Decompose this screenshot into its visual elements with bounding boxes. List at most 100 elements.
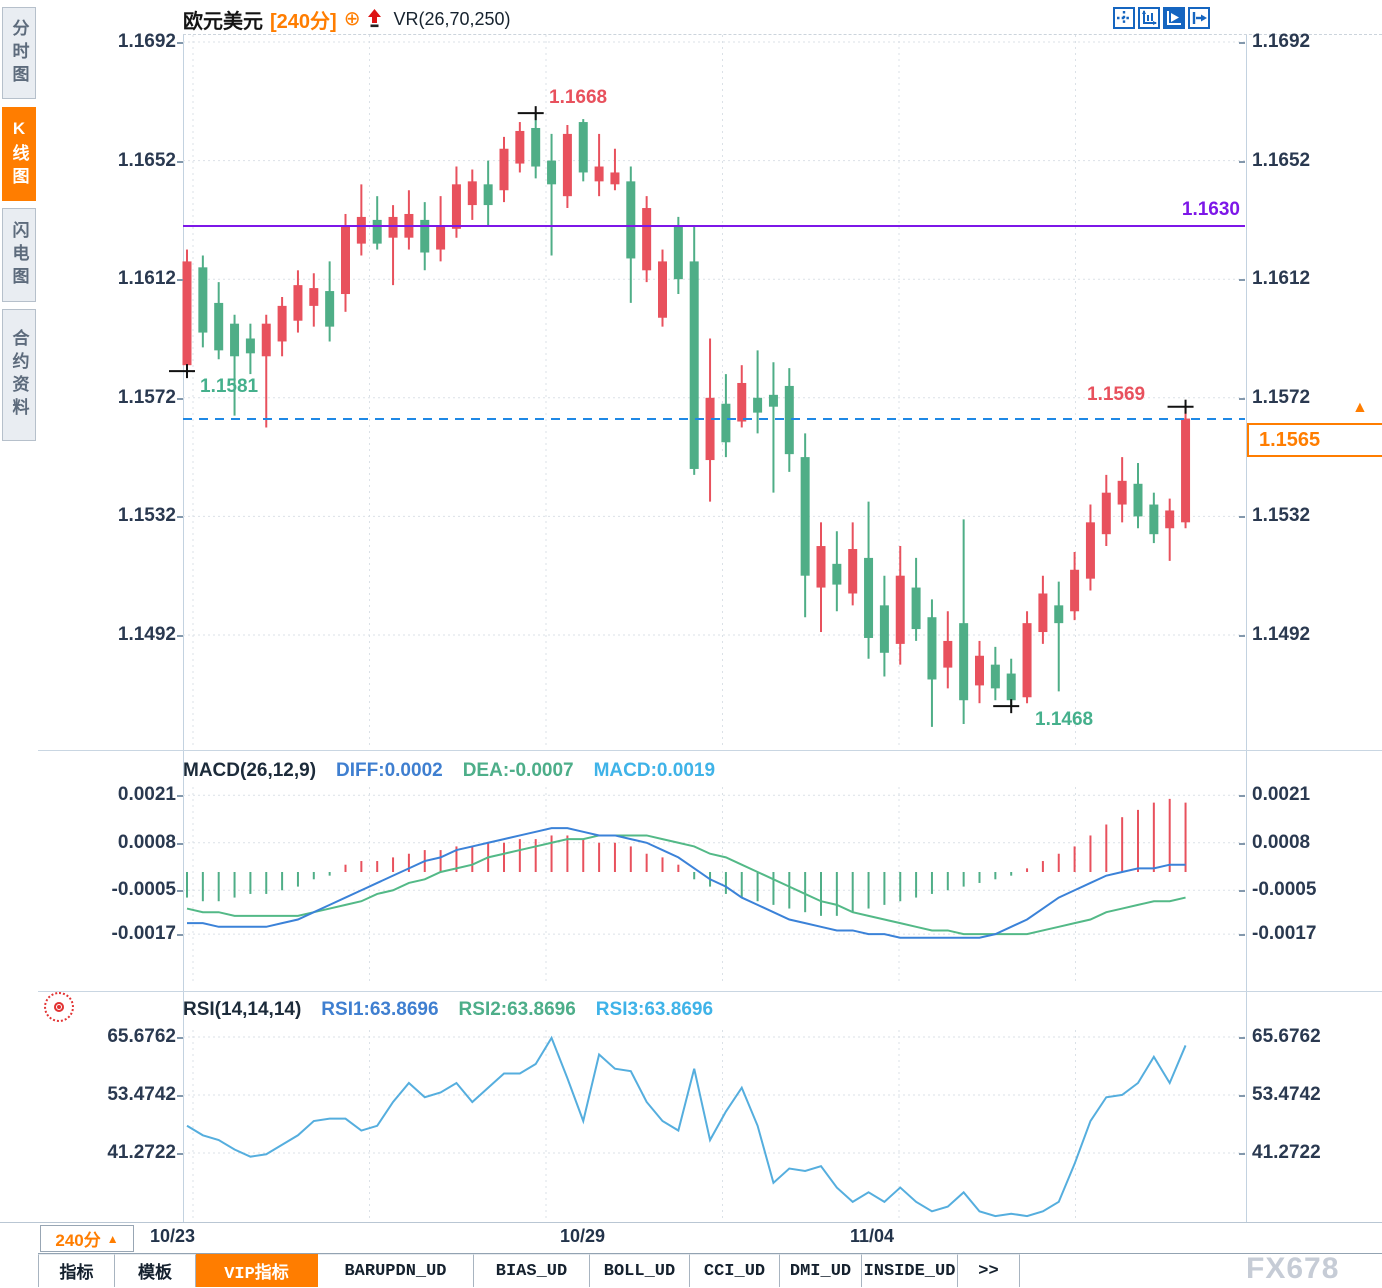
rsi-tick-right: 41.2722 — [1252, 1141, 1321, 1163]
macd-tick-left: -0.0005 — [111, 879, 176, 901]
date-tick: 11/04 — [850, 1226, 895, 1246]
axis-tick — [177, 1094, 183, 1097]
tab-vip-indicators[interactable]: VIP指标 — [196, 1254, 318, 1287]
price-tick-right: 1.1532 — [1252, 505, 1311, 527]
sidebar-item-label: 合约资料 — [9, 329, 29, 421]
rsi1-value: RSI1:63.8696 — [321, 999, 439, 1020]
tab-inside-ud[interactable]: INSIDE_UD — [862, 1254, 958, 1287]
sidebar-item-label: K线图 — [9, 118, 29, 190]
annotation-left-low: 1.1581 — [200, 376, 259, 397]
axis-tick — [177, 934, 183, 937]
rsi-tick-right: 65.6762 — [1252, 1026, 1321, 1047]
rsi-tick-right: 53.4742 — [1252, 1083, 1321, 1105]
alert-beacon-icon — [44, 992, 74, 1022]
sidebar-item-contract-info[interactable]: 合约资料 — [2, 309, 36, 441]
axis-tick — [177, 279, 183, 282]
macd-tick-left: -0.0017 — [111, 923, 176, 945]
rsi-tick-left: 53.4742 — [107, 1083, 176, 1105]
axis-tick — [1239, 160, 1245, 163]
macd-tick-left: 0.0008 — [117, 831, 176, 853]
rsi-title[interactable]: RSI(14,14,14) — [183, 999, 302, 1020]
current-price-badge: 1.1565 — [1247, 423, 1382, 457]
sidebar-item-candle-chart[interactable]: K线图 — [2, 107, 36, 201]
macd-plot[interactable] — [183, 787, 1245, 985]
period-selector-button[interactable]: 240分 ▲ — [40, 1225, 134, 1252]
price-tick-right: 1.1612 — [1252, 268, 1311, 290]
axis-tick — [1239, 397, 1245, 400]
macd-tick-right: 0.0021 — [1252, 784, 1311, 806]
tab-cci-ud[interactable]: CCI_UD — [690, 1254, 780, 1287]
axis-tick — [177, 516, 183, 519]
add-overlay-icon[interactable]: ⊕ — [343, 8, 361, 30]
indicator-title[interactable]: VR(26,70,250) — [393, 8, 511, 29]
sidebar-item-flash-chart[interactable]: 闪电图 — [2, 208, 36, 302]
tab-dmi-ud[interactable]: DMI_UD — [780, 1254, 862, 1287]
date-tick: 10/23 — [150, 1226, 196, 1246]
tab-barupdn-ud[interactable]: BARUPDN_UD — [318, 1254, 474, 1287]
price-tick-left: 1.1692 — [117, 31, 176, 52]
rsi-plot[interactable] — [183, 1030, 1245, 1222]
axis-tick — [1239, 890, 1245, 893]
sidebar-item-time-chart[interactable]: 分时图 — [2, 7, 36, 99]
sidebar-item-label: 分时图 — [9, 18, 29, 88]
resistance-line[interactable] — [183, 225, 1245, 227]
price-tick-right: 1.1692 — [1252, 31, 1311, 52]
price-up-arrow-icon — [368, 9, 382, 28]
tab-bias-ud[interactable]: BIAS_UD — [474, 1254, 590, 1287]
tab-more[interactable]: >> — [958, 1254, 1020, 1287]
tab-templates[interactable]: 模板 — [115, 1254, 196, 1287]
axis-tick — [177, 397, 183, 400]
axis-tick — [1239, 934, 1245, 937]
axis-scale-icon[interactable] — [1138, 7, 1160, 29]
price-tick-left: 1.1612 — [117, 268, 176, 290]
price-tick-left: 1.1492 — [117, 624, 176, 645]
axis-tick — [1239, 516, 1245, 519]
panel-divider — [38, 991, 1382, 992]
axis-tick — [1239, 635, 1245, 637]
auto-scroll-icon[interactable] — [1163, 7, 1185, 29]
macd-tick-right: 0.0008 — [1252, 831, 1311, 853]
price-direction-up-icon: ▲ — [1352, 399, 1368, 416]
axis-tick — [1239, 1094, 1245, 1097]
sidebar-item-label: 闪电图 — [9, 220, 29, 290]
axis-tick — [1239, 279, 1245, 282]
annotation-swing-low: 1.1468 — [1035, 709, 1094, 730]
rsi2-value: RSI2:63.8696 — [458, 999, 576, 1020]
rsi-tick-left: 65.6762 — [107, 1026, 176, 1047]
header-divider — [183, 34, 1382, 35]
price-tick-left: 1.1652 — [117, 149, 176, 171]
axis-tick — [177, 160, 183, 163]
axis-tick — [177, 635, 183, 637]
period-selector-arrow-icon: ▲ — [106, 1231, 119, 1246]
chart-header: 欧元美元 [240分] ⊕ VR(26,70,250) — [183, 5, 511, 33]
macd-diff-value: DIFF:0.0002 — [336, 760, 443, 781]
indicator-tab-bar: 指标 模板 VIP指标 BARUPDN_UD BIAS_UD BOLL_UD C… — [38, 1253, 1382, 1288]
rsi-header: RSI(14,14,14) RSI1:63.8696 RSI2:63.8696 … — [183, 999, 713, 1021]
axis-tick — [1239, 842, 1245, 845]
macd-tick-right: -0.0005 — [1252, 879, 1317, 901]
macd-header: MACD(26,12,9) DIFF:0.0002 DEA:-0.0007 MA… — [183, 760, 715, 782]
rsi3-value: RSI3:63.8696 — [595, 999, 714, 1020]
axis-tick — [177, 890, 183, 893]
tab-boll-ud[interactable]: BOLL_UD — [590, 1254, 690, 1287]
axis-tick — [177, 1037, 183, 1039]
period-label[interactable]: [240分] — [270, 10, 337, 33]
annotation-recent-high: 1.1569 — [1087, 384, 1146, 405]
tab-indicators[interactable]: 指标 — [38, 1254, 115, 1287]
axis-tick — [177, 42, 183, 44]
goto-latest-icon[interactable] — [1188, 7, 1210, 29]
macd-tick-right: -0.0017 — [1252, 923, 1317, 945]
macd-title[interactable]: MACD(26,12,9) — [183, 760, 317, 781]
price-tick-right: 1.1652 — [1252, 149, 1311, 171]
price-tick-right: 1.1572 — [1252, 386, 1311, 408]
date-tick: 10/29 — [560, 1226, 606, 1246]
resistance-line-label: 1.1630 — [1181, 199, 1240, 220]
annotation-swing-high: 1.1668 — [549, 87, 608, 108]
pan-crosshair-icon[interactable] — [1113, 7, 1135, 29]
time-axis-row: 240分 ▲ 10/23 10/29 11/04 — [0, 1222, 1382, 1254]
current-price-line — [183, 418, 1245, 420]
candlestick-plot[interactable] — [169, 35, 1245, 748]
axis-tick — [1239, 1152, 1245, 1155]
axis-tick — [1239, 42, 1245, 44]
